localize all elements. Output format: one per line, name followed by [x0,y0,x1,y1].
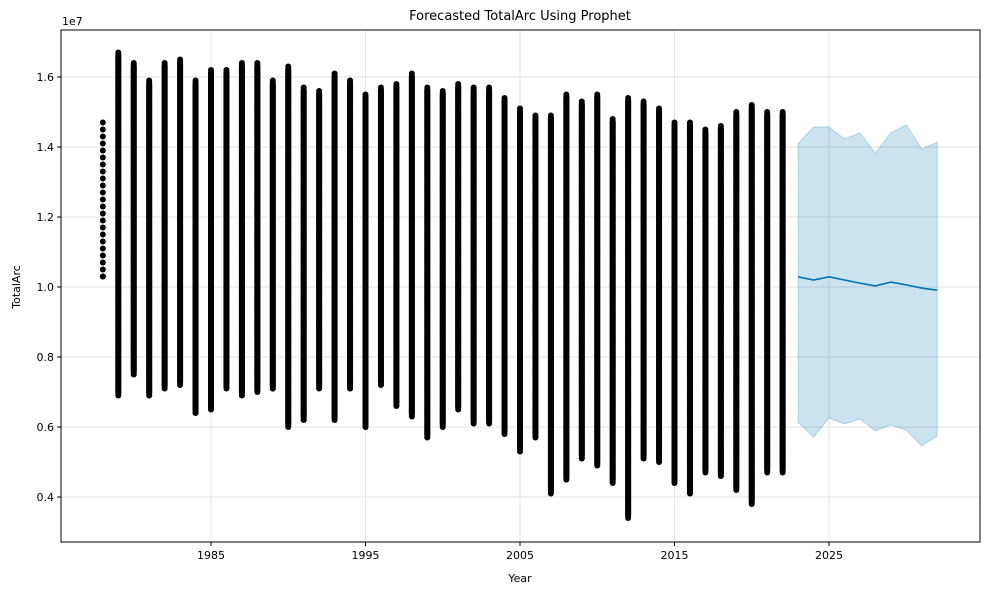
y-tick-label: 1.0 [37,281,55,294]
year-points [161,60,168,392]
y-tick-label: 1.6 [37,71,55,84]
year-points [501,95,508,437]
forecast-line [797,276,938,291]
year-points [146,77,153,399]
year-points [223,67,230,392]
year-points [177,56,184,388]
forecast-uncertainty-band [797,124,938,447]
year-points [547,112,554,497]
year-points [347,77,354,392]
y-axis-label: TotalArc [10,265,23,310]
year-points [594,91,601,469]
year-points [130,60,137,378]
y-axis-ticks: 0.4 0.6 0.8 1.0 1.2 1.4 1.6 [37,71,61,504]
x-tick-label: 2025 [815,549,843,562]
year-points [779,109,786,476]
year-points [316,88,323,392]
x-tick-label: 2015 [661,549,689,562]
year-points [702,126,709,476]
year-points [748,102,755,507]
forecast-series [797,124,938,447]
x-axis-label: Year [507,572,532,585]
year-points [285,63,292,430]
y-tick-label: 0.4 [37,491,55,504]
year-points [517,105,523,455]
year-points [486,84,493,427]
year-points [424,84,431,441]
year-points [115,49,122,399]
year-points [671,119,678,486]
year-points [717,123,724,479]
year-points [208,67,214,413]
observed-points [99,49,786,521]
x-axis-ticks: 1985 1995 2005 2015 2025 [197,542,843,562]
x-tick-label: 2005 [506,549,534,562]
year-points [640,98,647,462]
year-points [192,77,199,416]
year-points [99,119,106,280]
year-points [439,88,446,430]
year-points [362,91,369,430]
y-tick-label: 0.6 [37,421,55,434]
year-points [238,60,245,399]
year-points [656,105,663,465]
year-points [331,70,338,423]
y-axis-offset-label: 1e7 [62,15,83,28]
year-points [733,109,740,493]
year-points [393,81,400,409]
chart-title: Forecasted TotalArc Using Prophet [409,9,631,24]
year-points [254,60,261,395]
year-points [609,116,616,486]
year-points [269,77,276,392]
year-points [377,84,384,388]
year-points [686,119,693,497]
year-points [470,84,477,427]
y-tick-label: 1.2 [37,211,55,224]
x-tick-label: 1985 [197,549,225,562]
y-tick-label: 0.8 [37,351,55,364]
y-tick-label: 1.4 [37,141,55,154]
year-points [563,91,570,483]
x-tick-label: 1995 [352,549,380,562]
year-points [300,84,307,423]
year-points [455,81,462,413]
year-points [625,95,632,521]
year-points [408,70,415,420]
year-points [764,109,771,476]
year-points [532,112,539,441]
year-points [578,98,585,462]
